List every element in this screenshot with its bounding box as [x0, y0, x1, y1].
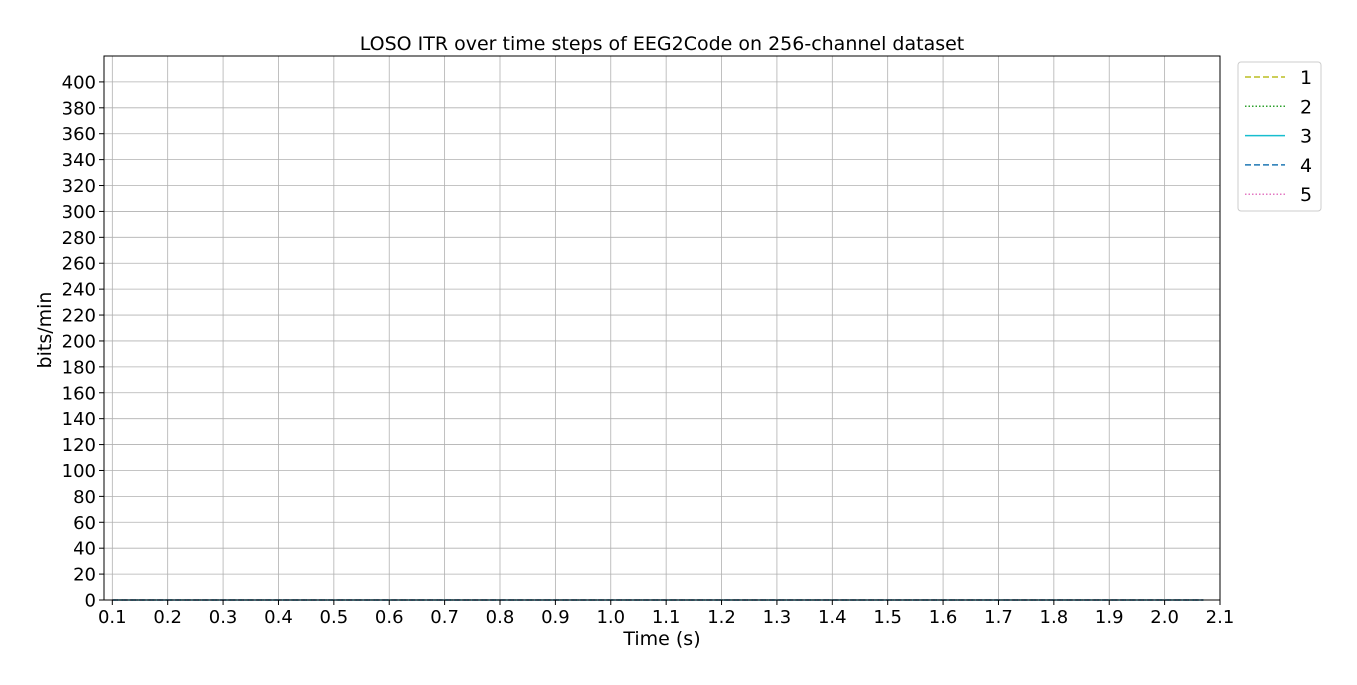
y-tick-label: 220 — [62, 306, 96, 327]
x-tick-label: 1.7 — [984, 607, 1013, 628]
x-tick-label: 1.8 — [1040, 607, 1069, 628]
legend-box — [1237, 61, 1322, 212]
y-axis-ticks: 0 20 40 60 80 100 120 140 160 180 200 220 240 260 280 3… — [62, 72, 104, 612]
x-tick-label: 2.1 — [1206, 607, 1235, 628]
y-tick-label: 180 — [62, 357, 96, 378]
y-tick-label: 340 — [62, 150, 96, 171]
x-tick-label: 2.0 — [1150, 607, 1179, 628]
plot-area-frame — [103, 55, 1221, 601]
x-tick-label: 0.4 — [264, 607, 293, 628]
y-tick-label: 260 — [62, 254, 96, 275]
legend: 1 2 3 4 5 — [1237, 61, 1322, 212]
x-tick-label: 1.0 — [596, 607, 625, 628]
x-tick-label: 0.8 — [486, 607, 515, 628]
y-axis-label: bits/min — [34, 292, 56, 369]
x-tick-label: 1.6 — [929, 607, 958, 628]
x-tick-label: 0.1 — [98, 607, 127, 628]
x-tick-label: 0.5 — [320, 607, 349, 628]
legend-label-3: 3 — [1300, 126, 1312, 148]
x-tick-label: 1.3 — [763, 607, 792, 628]
x-tick-label: 0.9 — [541, 607, 570, 628]
y-tick-label: 80 — [73, 487, 96, 508]
y-tick-label: 120 — [62, 435, 96, 456]
x-axis-label: Time (s) — [622, 628, 700, 650]
y-tick-label: 360 — [62, 124, 96, 145]
x-tick-label: 1.4 — [818, 607, 847, 628]
x-tick-label: 1.9 — [1095, 607, 1124, 628]
y-tick-label: 160 — [62, 383, 96, 404]
x-tick-label: 0.6 — [375, 607, 404, 628]
x-tick-label: 1.1 — [652, 607, 681, 628]
x-tick-label: 0.3 — [209, 607, 238, 628]
y-tick-label: 40 — [73, 539, 96, 560]
y-tick-label: 320 — [62, 176, 96, 197]
x-tick-label: 0.2 — [153, 607, 182, 628]
y-tick-label: 60 — [73, 513, 96, 534]
legend-label-4: 4 — [1300, 155, 1312, 177]
y-tick-label: 380 — [62, 98, 96, 119]
x-tick-label: 0.7 — [430, 607, 459, 628]
grid-lines — [104, 56, 1221, 601]
legend-label-5: 5 — [1300, 184, 1312, 206]
x-tick-label: 1.2 — [707, 607, 736, 628]
y-tick-label: 140 — [62, 409, 96, 430]
x-axis-ticks: 0.1 0.2 0.3 0.4 0.5 0.6 0.7 0.8 0.9 1.0 1.1 1.2 1.3 1… — [98, 600, 1234, 628]
y-tick-label: 100 — [62, 461, 96, 482]
x-tick-label: 1.5 — [873, 607, 902, 628]
y-tick-label: 280 — [62, 228, 96, 249]
y-tick-label: 300 — [62, 202, 96, 223]
y-tick-label: 200 — [62, 331, 96, 352]
y-tick-label: 20 — [73, 565, 96, 586]
legend-label-1: 1 — [1300, 67, 1312, 89]
legend-label-2: 2 — [1300, 96, 1312, 118]
chart-title: LOSO ITR over time steps of EEG2Code on … — [360, 33, 965, 55]
y-tick-label: 0 — [85, 591, 96, 612]
y-tick-label: 240 — [62, 280, 96, 301]
y-tick-label: 400 — [62, 72, 96, 93]
